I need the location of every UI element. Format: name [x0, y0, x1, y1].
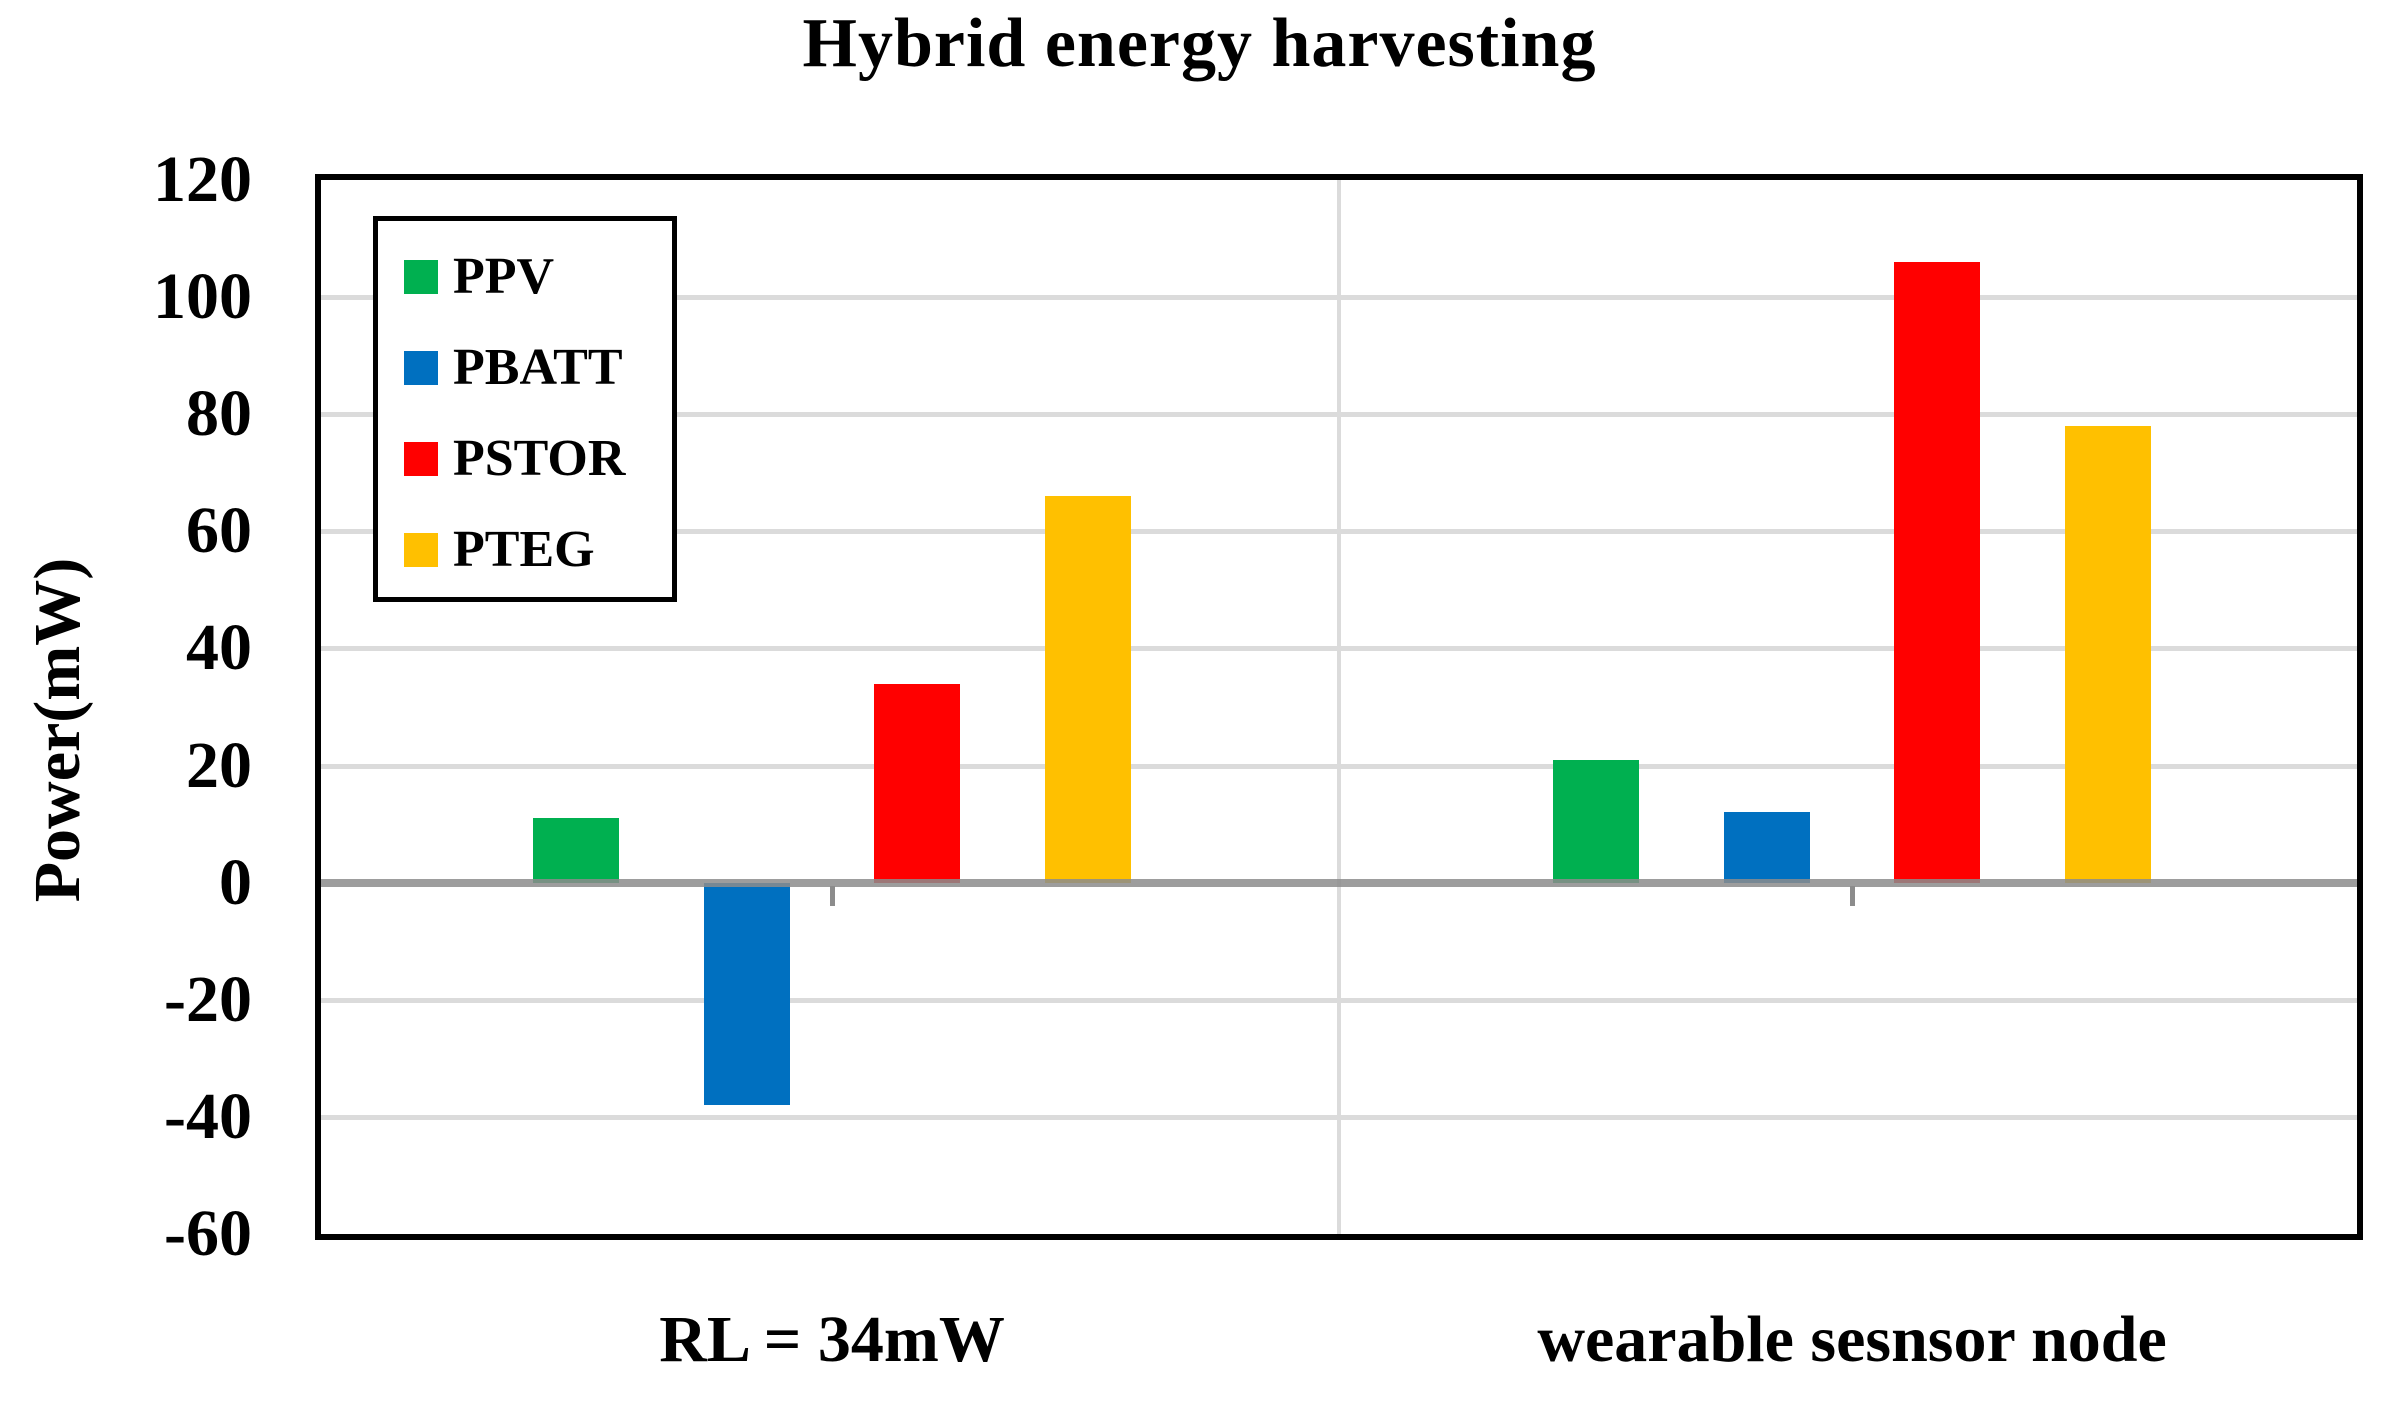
plot-area: PPV PBATT PSTOR PTEG	[315, 174, 2363, 1240]
legend-swatch-icon	[404, 350, 438, 385]
legend-label: PSTOR	[453, 429, 626, 487]
legend-swatch-icon	[404, 532, 438, 567]
category-label-2: wearable sesnsor node	[1537, 1303, 2167, 1376]
legend-item-pbatt: PBATT	[378, 322, 672, 413]
y-tick-label-100: 100	[153, 260, 252, 334]
legend-item-pteg: PTEG	[378, 504, 672, 595]
gridline-vertical-center	[1337, 180, 1341, 1234]
bar-pbatt-1	[703, 882, 790, 1106]
category-label-1: RL = 34mW	[659, 1303, 1005, 1376]
y-tick-label--60: -60	[164, 1197, 252, 1270]
x-axis-tick-2	[1850, 885, 1856, 906]
y-tick-label-60: 60	[186, 494, 252, 568]
x-axis-tick-1	[830, 885, 836, 906]
bar-pteg-2	[2064, 425, 2151, 883]
bar-pbatt-2	[1723, 812, 1810, 883]
legend-label: PTEG	[453, 520, 595, 578]
bar-pstor-1	[874, 683, 961, 883]
bar-ppv-1	[533, 818, 620, 883]
y-tick-label-40: 40	[186, 611, 252, 685]
y-tick-label--20: -20	[164, 962, 252, 1036]
legend-item-pstor: PSTOR	[378, 413, 672, 504]
legend-label: PPV	[453, 247, 555, 305]
legend-label: PBATT	[453, 338, 623, 396]
legend-swatch-icon	[404, 259, 438, 294]
bar-pstor-2	[1894, 261, 1981, 883]
bar-pteg-1	[1044, 496, 1131, 883]
y-tick-label-120: 120	[153, 143, 252, 216]
y-tick-label-80: 80	[186, 377, 252, 451]
y-tick-label--40: -40	[164, 1079, 252, 1153]
zero-axis-line	[321, 878, 2357, 887]
legend-item-ppv: PPV	[378, 231, 672, 322]
bar-ppv-2	[1553, 759, 1640, 883]
y-tick-label-0: 0	[219, 845, 252, 919]
chart-title: Hybrid energy harvesting	[802, 5, 1597, 82]
legend-swatch-icon	[404, 441, 438, 476]
legend-box: PPV PBATT PSTOR PTEG	[373, 216, 677, 602]
y-tick-label-20: 20	[186, 728, 252, 802]
